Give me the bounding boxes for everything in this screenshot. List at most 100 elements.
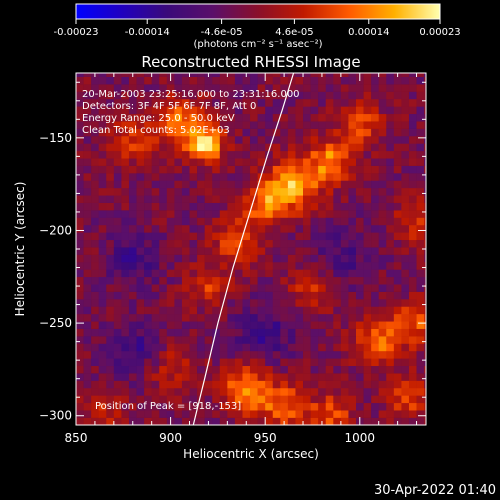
heatmap-cell bbox=[159, 128, 168, 137]
heatmap-cell bbox=[250, 336, 258, 344]
heatmap-cell bbox=[113, 299, 122, 307]
heatmap-cell bbox=[348, 113, 357, 122]
heatmap-cell bbox=[340, 98, 349, 107]
heatmap-cell bbox=[83, 402, 92, 411]
heatmap-cell bbox=[303, 135, 311, 144]
heatmap-cell bbox=[378, 402, 387, 411]
heatmap-cell bbox=[234, 365, 243, 374]
heatmap-cell bbox=[295, 247, 304, 255]
heatmap-cell bbox=[197, 321, 205, 329]
heatmap-cell bbox=[272, 336, 281, 344]
heatmap-cell bbox=[325, 113, 334, 122]
heatmap-cell bbox=[340, 276, 349, 285]
heatmap-cell bbox=[166, 358, 175, 367]
heatmap-cell bbox=[257, 202, 266, 211]
heatmap-cell bbox=[242, 328, 251, 337]
heatmap-cell bbox=[250, 380, 258, 389]
heatmap-cell bbox=[98, 128, 107, 137]
heatmap-cell bbox=[310, 380, 319, 389]
heatmap-cell bbox=[287, 217, 296, 226]
heatmap-cell bbox=[91, 150, 100, 159]
heatmap-cell bbox=[181, 98, 190, 107]
heatmap-cell bbox=[106, 343, 115, 352]
heatmap-cell bbox=[136, 291, 145, 300]
heatmap-cell bbox=[363, 402, 372, 411]
heatmap-cell bbox=[136, 350, 145, 359]
heatmap-cell bbox=[371, 106, 380, 115]
heatmap-cell bbox=[189, 91, 198, 100]
heatmap-cell bbox=[106, 328, 115, 337]
heatmap-cell bbox=[257, 232, 266, 241]
heatmap-cell bbox=[234, 76, 243, 85]
heatmap-cell bbox=[318, 254, 327, 263]
heatmap-cell bbox=[386, 224, 395, 233]
heatmap-cell bbox=[197, 143, 205, 152]
heatmap-cell bbox=[242, 173, 251, 181]
heatmap-cell bbox=[333, 239, 342, 248]
heatmap-cell bbox=[371, 373, 380, 381]
heatmap-cell bbox=[378, 276, 387, 285]
heatmap-cell bbox=[212, 313, 221, 322]
heatmap-cell bbox=[151, 417, 160, 425]
heatmap-cell bbox=[106, 402, 115, 411]
heatmap-cell bbox=[303, 380, 311, 389]
heatmap-cell bbox=[356, 380, 364, 389]
heatmap-cell bbox=[174, 336, 183, 344]
heatmap-cell bbox=[318, 387, 327, 396]
heatmap-cell bbox=[318, 321, 327, 329]
heatmap-cell bbox=[424, 402, 426, 411]
heatmap-cell bbox=[91, 254, 100, 263]
heatmap-cell bbox=[363, 195, 372, 203]
heatmap-cell bbox=[234, 321, 243, 329]
heatmap-cell bbox=[280, 321, 289, 329]
heatmap-cell bbox=[408, 165, 417, 174]
heatmap-cell bbox=[295, 417, 304, 425]
heatmap-cell bbox=[98, 321, 107, 329]
annotation-energy-range: Energy Range: 25.0 - 50.0 keV bbox=[82, 113, 235, 124]
heatmap-cell bbox=[121, 365, 130, 374]
heatmap-cell bbox=[348, 373, 357, 381]
heatmap-cell bbox=[371, 187, 380, 196]
heatmap-cell bbox=[424, 73, 426, 77]
heatmap-cell bbox=[393, 284, 402, 292]
heatmap-cell bbox=[91, 380, 100, 389]
heatmap-cell bbox=[151, 158, 160, 166]
peak-position-label: Position of Peak = [918,-153] bbox=[95, 401, 241, 412]
heatmap-cell bbox=[151, 254, 160, 263]
heatmap-cell bbox=[98, 254, 107, 263]
heatmap-cell bbox=[371, 284, 380, 292]
heatmap-cell bbox=[227, 150, 236, 159]
heatmap-cell bbox=[378, 106, 387, 115]
heatmap-cell bbox=[257, 91, 266, 100]
heatmap-cell bbox=[303, 247, 311, 255]
heatmap-cell bbox=[76, 202, 84, 211]
heatmap-cell bbox=[128, 180, 137, 189]
colorbar-frame bbox=[75, 3, 441, 20]
heatmap-cell bbox=[159, 410, 168, 418]
heatmap-cell bbox=[98, 417, 107, 425]
heatmap-cell bbox=[272, 261, 281, 270]
heatmap-cell bbox=[265, 224, 274, 233]
heatmap-cell bbox=[416, 143, 425, 152]
heatmap-cell bbox=[166, 343, 175, 352]
heatmap-cell bbox=[76, 284, 84, 292]
heatmap-cell bbox=[121, 106, 130, 115]
heatmap-cell bbox=[325, 395, 334, 404]
heatmap-cell bbox=[310, 121, 319, 129]
heatmap-cell bbox=[340, 106, 349, 115]
heatmap-cell bbox=[280, 261, 289, 270]
heatmap-cell bbox=[159, 98, 168, 107]
heatmap-cell bbox=[76, 306, 84, 315]
heatmap-cell bbox=[113, 358, 122, 367]
heatmap-cell bbox=[234, 195, 243, 203]
heatmap-cell bbox=[159, 343, 168, 352]
heatmap-cell bbox=[98, 187, 107, 196]
heatmap-cell bbox=[303, 158, 311, 166]
heatmap-cell bbox=[408, 336, 417, 344]
heatmap-cell bbox=[265, 106, 274, 115]
annotation-time-range: 20-Mar-2003 23:25:16.000 to 23:31:16.000 bbox=[82, 89, 300, 100]
heatmap-cell bbox=[340, 187, 349, 196]
heatmap-cell bbox=[340, 380, 349, 389]
heatmap-cell bbox=[408, 402, 417, 411]
heatmap-cell bbox=[76, 73, 84, 77]
